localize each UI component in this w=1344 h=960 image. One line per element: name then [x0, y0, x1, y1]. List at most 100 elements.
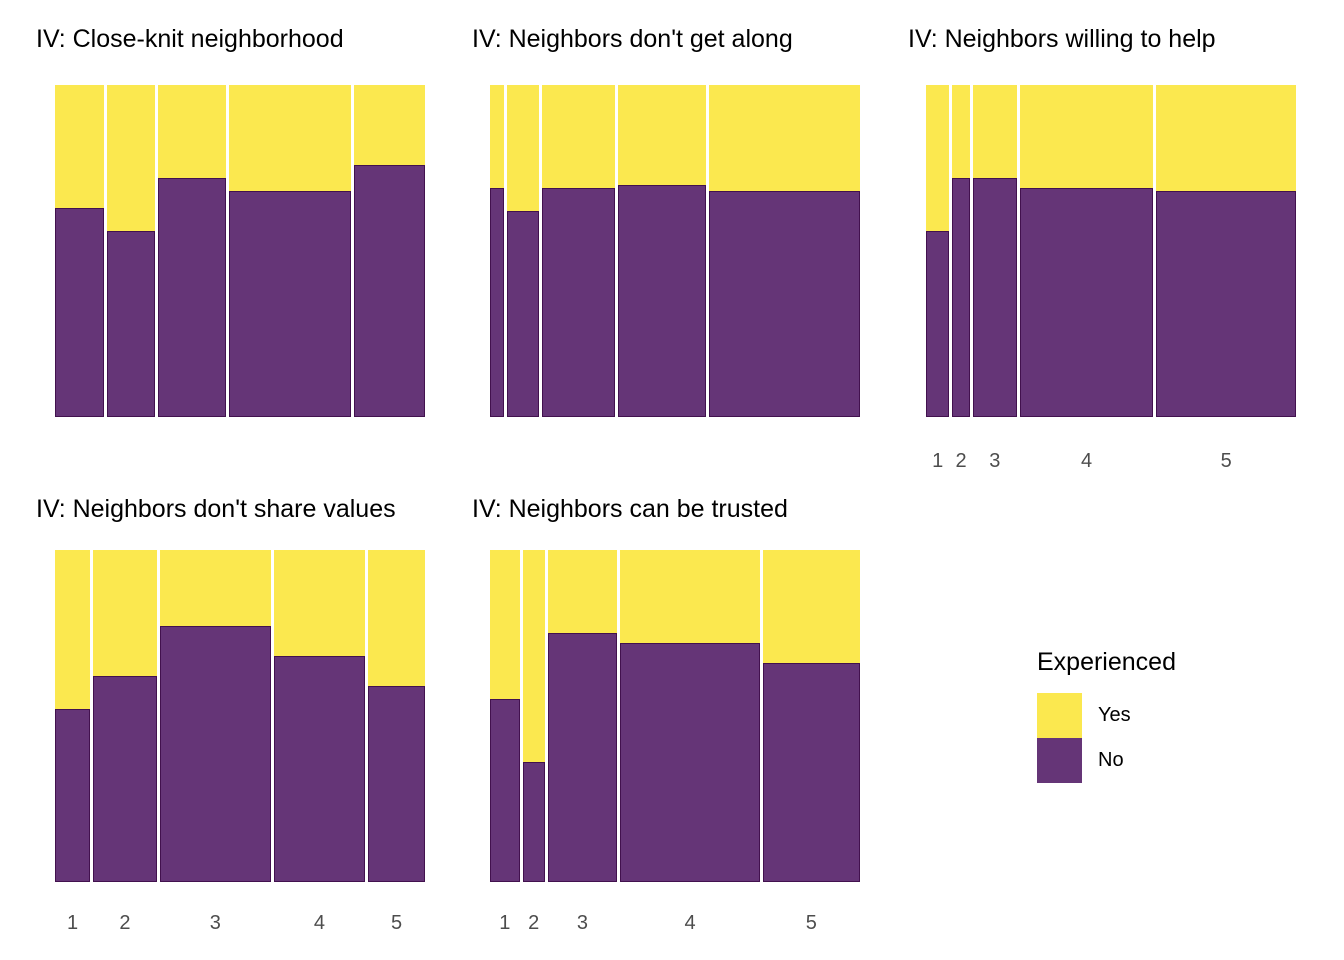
segment-yes	[157, 85, 227, 178]
x-tick-label: 2	[955, 450, 967, 472]
panel-title-dont-get-along: IV: Neighbors don't get along	[472, 25, 793, 53]
segment-yes	[490, 550, 520, 700]
segment-yes	[547, 550, 618, 633]
segment-no	[620, 642, 760, 882]
segment-no	[106, 231, 155, 417]
legend: Experienced Yes No	[1037, 648, 1176, 783]
x-tick-label: 1	[66, 912, 79, 934]
mosaic-bar-1	[55, 550, 91, 882]
x-tick-label: 3	[576, 912, 589, 934]
legend-label-yes: Yes	[1098, 704, 1131, 726]
mosaic-plot-dont-get-along	[490, 85, 860, 417]
mosaic-bar-1	[55, 85, 104, 417]
segment-no	[490, 187, 504, 417]
x-tick-label: 1	[499, 912, 511, 934]
segment-no	[972, 177, 1017, 417]
panel-title-close-knit: IV: Close-knit neighborhood	[36, 25, 344, 53]
x-tick-label: 4	[1081, 450, 1093, 472]
segment-yes	[55, 550, 91, 710]
mosaic-plot-can-be-trusted	[490, 550, 861, 882]
panel-title-dont-share-values: IV: Neighbors don't share values	[36, 495, 396, 523]
segment-yes	[1019, 85, 1154, 188]
mosaic-bar-3	[157, 85, 227, 417]
legend-swatch-yes-icon	[1037, 693, 1082, 738]
segment-yes	[55, 85, 104, 208]
mosaic-bar-5	[368, 550, 425, 882]
segment-no	[952, 177, 970, 417]
segment-no	[159, 626, 271, 882]
mosaic-bar-4	[273, 550, 366, 882]
segment-no	[229, 191, 352, 417]
x-axis-dont-share-values: 1 2 3 4 5	[55, 911, 425, 935]
segment-yes	[354, 85, 425, 165]
segment-yes	[542, 85, 616, 188]
segment-yes	[159, 550, 271, 627]
segment-yes	[368, 550, 425, 687]
x-tick-label: 5	[390, 912, 403, 934]
segment-no	[762, 662, 861, 882]
segment-yes	[972, 85, 1017, 178]
segment-yes	[93, 550, 157, 677]
segment-no	[1019, 187, 1154, 417]
segment-no	[55, 207, 104, 417]
mosaic-bar-5	[354, 85, 425, 417]
mosaic-bar-3	[542, 85, 616, 417]
segment-yes	[106, 85, 155, 232]
mosaic-bar-4	[620, 550, 760, 882]
segment-yes	[522, 550, 545, 763]
legend-item-yes: Yes	[1037, 693, 1176, 738]
segment-no	[490, 699, 520, 882]
segment-yes	[273, 550, 366, 657]
mosaic-bar-5	[762, 550, 861, 882]
legend-swatch-no-icon	[1037, 738, 1082, 783]
legend-title: Experienced	[1037, 648, 1176, 676]
mosaic-bar-2	[106, 85, 155, 417]
segment-yes	[229, 85, 352, 192]
segment-no	[522, 762, 545, 882]
mosaic-bar-3	[159, 550, 271, 882]
segment-no	[547, 633, 618, 882]
segment-yes	[952, 85, 970, 178]
segment-no	[926, 231, 950, 417]
segment-no	[93, 676, 157, 882]
mosaic-plot-willing-to-help	[926, 85, 1296, 417]
mosaic-bar-2	[522, 550, 545, 882]
mosaic-bar-5	[1156, 85, 1296, 417]
x-tick-label: 5	[1220, 450, 1232, 472]
x-tick-label: 3	[989, 450, 1001, 472]
segment-yes	[708, 85, 860, 192]
segment-yes	[490, 85, 504, 188]
mosaic-bar-2	[93, 550, 157, 882]
segment-no	[618, 184, 706, 417]
mosaic-bar-2	[506, 85, 540, 417]
segment-yes	[762, 550, 861, 663]
x-tick-label: 5	[805, 912, 817, 934]
x-tick-label: 4	[313, 912, 325, 934]
panel-title-can-be-trusted: IV: Neighbors can be trusted	[472, 495, 788, 523]
x-tick-label: 4	[684, 912, 696, 934]
mosaic-bar-4	[1019, 85, 1154, 417]
mosaic-bar-1	[490, 550, 520, 882]
segment-yes	[618, 85, 706, 185]
x-tick-label: 2	[528, 912, 540, 934]
segment-yes	[926, 85, 950, 232]
mosaic-bar-3	[972, 85, 1017, 417]
segment-no	[542, 187, 616, 417]
segment-yes	[620, 550, 760, 643]
legend-label-no: No	[1098, 749, 1124, 771]
panel-title-willing-to-help: IV: Neighbors willing to help	[908, 25, 1216, 53]
legend-item-no: No	[1037, 738, 1176, 783]
segment-no	[708, 191, 860, 417]
x-tick-label: 2	[119, 912, 131, 934]
segment-no	[157, 177, 227, 417]
mosaic-bar-2	[952, 85, 970, 417]
x-tick-label: 1	[932, 450, 944, 472]
segment-no	[1156, 191, 1296, 417]
mosaic-bar-3	[547, 550, 618, 882]
mosaic-bar-4	[229, 85, 352, 417]
mosaic-plot-dont-share-values	[55, 550, 425, 882]
segment-no	[368, 686, 425, 882]
